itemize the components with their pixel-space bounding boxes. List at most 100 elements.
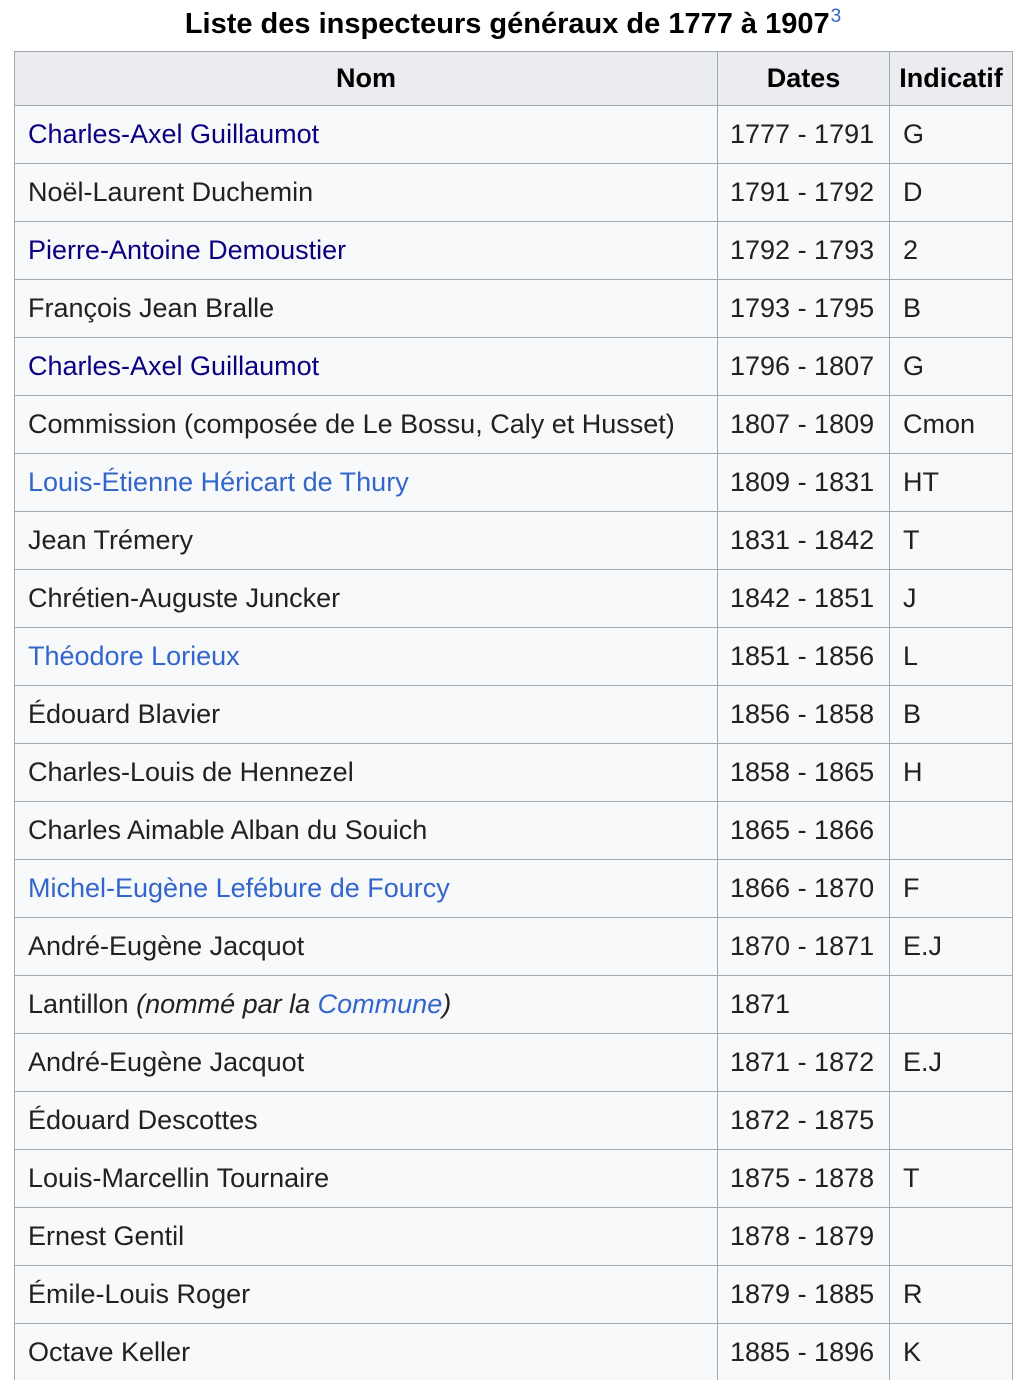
name-cell: Édouard Blavier — [14, 684, 718, 744]
name-cell: Charles-Axel Guillaumot — [14, 104, 718, 164]
dates-cell: 1871 — [717, 974, 890, 1034]
name-text: François Jean Bralle — [28, 292, 275, 323]
indicatif-cell: R — [889, 1264, 1013, 1324]
name-cell: François Jean Bralle — [14, 278, 718, 338]
table-row: Michel-Eugène Lefébure de Fourcy 1866 - 1… — [14, 858, 1013, 918]
indicatif-cell: L — [889, 626, 1013, 686]
table-row: Charles-Axel Guillaumot 1796 - 1807 G — [14, 336, 1013, 396]
indicatif-cell: H — [889, 742, 1013, 802]
name-text: Louis-Marcellin Tournaire — [28, 1162, 330, 1193]
name-link[interactable]: Louis-Étienne Héricart de Thury — [28, 466, 409, 497]
indicatif-cell: G — [889, 104, 1013, 164]
name-link[interactable]: Pierre-Antoine Demoustier — [28, 234, 347, 265]
dates-cell: 1872 - 1875 — [717, 1090, 890, 1150]
name-text: Octave Keller — [28, 1336, 191, 1367]
name-cell: Michel-Eugène Lefébure de Fourcy — [14, 858, 718, 918]
indicatif-cell: B — [889, 278, 1013, 338]
table-row: Édouard Blavier 1856 - 1858 B — [14, 684, 1013, 744]
name-cell: Jean Trémery — [14, 510, 718, 570]
name-text: André-Eugène Jacquot — [28, 930, 305, 961]
reference-link[interactable]: 3 — [830, 6, 842, 28]
header-row: Nom Dates Indicatif — [14, 50, 1013, 106]
dates-cell: 1858 - 1865 — [717, 742, 890, 802]
inspectors-table: Nom Dates Indicatif Charles-Axel Guillau… — [14, 50, 1013, 1380]
name-text: Ernest Gentil — [28, 1220, 185, 1251]
dates-cell: 1870 - 1871 — [717, 916, 890, 976]
indicatif-cell: K — [889, 1322, 1013, 1380]
name-cell: Commission (composée de Le Bossu, Caly e… — [14, 394, 718, 454]
table-row: Lantillon (nommé par la Commune) 1871 — [14, 974, 1013, 1034]
name-link[interactable]: Charles-Axel Guillaumot — [28, 118, 320, 149]
indicatif-cell: G — [889, 336, 1013, 396]
name-link[interactable]: Michel-Eugène Lefébure de Fourcy — [28, 872, 450, 903]
name-cell: Émile-Louis Roger — [14, 1264, 718, 1324]
name-text: Charles Aimable Alban du Souich — [28, 814, 428, 845]
table-row: Jean Trémery 1831 - 1842 T — [14, 510, 1013, 570]
indicatif-cell: HT — [889, 452, 1013, 512]
dates-cell: 1777 - 1791 — [717, 104, 890, 164]
indicatif-cell — [889, 1206, 1013, 1266]
dates-cell: 1831 - 1842 — [717, 510, 890, 570]
name-link[interactable]: Charles-Axel Guillaumot — [28, 350, 320, 381]
name-text: Émile-Louis Roger — [28, 1278, 251, 1309]
dates-cell: 1792 - 1793 — [717, 220, 890, 280]
indicatif-cell: 2 — [889, 220, 1013, 280]
name-cell: Charles Aimable Alban du Souich — [14, 800, 718, 860]
name-cell: Lantillon (nommé par la Commune) — [14, 974, 718, 1034]
table-row: Octave Keller 1885 - 1896 K — [14, 1322, 1013, 1380]
page-title: Liste des inspecteurs généraux de 1777 à… — [0, 0, 1026, 42]
dates-cell: 1879 - 1885 — [717, 1264, 890, 1324]
table-row: Ernest Gentil 1878 - 1879 — [14, 1206, 1013, 1266]
name-text: Chrétien-Auguste Juncker — [28, 582, 341, 613]
name-text: Charles-Louis de Hennezel — [28, 756, 354, 787]
name-cell: Chrétien-Auguste Juncker — [14, 568, 718, 628]
name-link[interactable]: Commune — [317, 988, 443, 1019]
indicatif-cell: T — [889, 1148, 1013, 1208]
indicatif-cell: D — [889, 162, 1013, 222]
table-row: François Jean Bralle 1793 - 1795 B — [14, 278, 1013, 338]
indicatif-cell: T — [889, 510, 1013, 570]
dates-cell: 1856 - 1858 — [717, 684, 890, 744]
indicatif-cell: B — [889, 684, 1013, 744]
table-row: Édouard Descottes 1872 - 1875 — [14, 1090, 1013, 1150]
indicatif-cell: E.J — [889, 916, 1013, 976]
name-cell: Louis-Marcellin Tournaire — [14, 1148, 718, 1208]
name-text: Édouard Descottes — [28, 1104, 258, 1135]
name-text: Édouard Blavier — [28, 698, 221, 729]
name-cell: Édouard Descottes — [14, 1090, 718, 1150]
name-cell: Charles-Axel Guillaumot — [14, 336, 718, 396]
indicatif-cell: F — [889, 858, 1013, 918]
dates-cell: 1865 - 1866 — [717, 800, 890, 860]
name-text: Commission (composée de Le Bossu, Caly e… — [28, 408, 675, 439]
table-row: Noël-Laurent Duchemin 1791 - 1792 D — [14, 162, 1013, 222]
page-title-text: Liste des inspecteurs généraux de 1777 à… — [184, 8, 830, 40]
indicatif-cell: E.J — [889, 1032, 1013, 1092]
column-header-nom: Nom — [14, 50, 718, 106]
dates-cell: 1866 - 1870 — [717, 858, 890, 918]
indicatif-cell — [889, 974, 1013, 1034]
name-text: André-Eugène Jacquot — [28, 1046, 305, 1077]
indicatif-cell: J — [889, 568, 1013, 628]
table-row: Pierre-Antoine Demoustier 1792 - 1793 2 — [14, 220, 1013, 280]
dates-cell: 1793 - 1795 — [717, 278, 890, 338]
name-cell: Louis-Étienne Héricart de Thury — [14, 452, 718, 512]
name-text: ) — [442, 988, 452, 1019]
dates-cell: 1871 - 1872 — [717, 1032, 890, 1092]
name-text: Noël-Laurent Duchemin — [28, 176, 314, 207]
table-row: Chrétien-Auguste Juncker 1842 - 1851 J — [14, 568, 1013, 628]
indicatif-cell — [889, 1090, 1013, 1150]
table-row: Commission (composée de Le Bossu, Caly e… — [14, 394, 1013, 454]
name-cell: Charles-Louis de Hennezel — [14, 742, 718, 802]
dates-cell: 1885 - 1896 — [717, 1322, 890, 1380]
name-cell: Pierre-Antoine Demoustier — [14, 220, 718, 280]
dates-cell: 1791 - 1792 — [717, 162, 890, 222]
table-row: Charles-Louis de Hennezel 1858 - 1865 H — [14, 742, 1013, 802]
name-cell: André-Eugène Jacquot — [14, 916, 718, 976]
table-row: Charles-Axel Guillaumot 1777 - 1791 G — [14, 104, 1013, 164]
column-header-dates: Dates — [717, 50, 890, 106]
name-link[interactable]: Théodore Lorieux — [28, 640, 240, 671]
name-text: Lantillon — [28, 988, 137, 1019]
dates-cell: 1878 - 1879 — [717, 1206, 890, 1266]
dates-cell: 1807 - 1809 — [717, 394, 890, 454]
table-row: Émile-Louis Roger 1879 - 1885 R — [14, 1264, 1013, 1324]
